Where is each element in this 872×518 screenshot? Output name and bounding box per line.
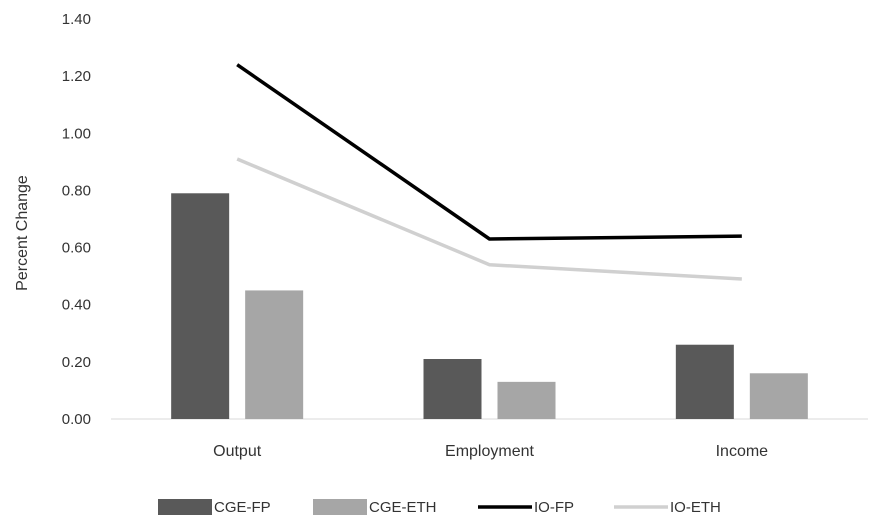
bar-cge-eth-income — [749, 373, 808, 419]
bars — [171, 193, 808, 419]
line-io-fp — [236, 63, 742, 241]
legend: CGE-FP CGE-ETH IO-FP IO-ETH — [158, 499, 721, 516]
y-tick-label: 1.20 — [62, 68, 91, 85]
line-io-eth — [236, 157, 742, 281]
bar-cge-eth-output — [245, 290, 304, 419]
bar-cge-eth-employment — [497, 381, 556, 419]
bar-cge-fp-output — [171, 193, 230, 419]
legend-label-io-fp: IO-FP — [534, 499, 574, 516]
y-tick-label: 0.80 — [62, 182, 91, 199]
y-axis-ticks: 0.00 0.20 0.40 0.60 0.80 1.00 1.20 1.40 — [62, 11, 91, 428]
legend-swatch-cge-eth — [313, 499, 367, 515]
y-tick-label: 0.20 — [62, 354, 91, 371]
y-axis-title: Percent Change — [14, 175, 31, 291]
y-tick-label: 1.40 — [62, 11, 91, 28]
legend-label-cge-fp: CGE-FP — [214, 499, 271, 516]
bar-cge-fp-employment — [423, 359, 482, 419]
bar-cge-fp-income — [675, 344, 734, 419]
legend-label-io-eth: IO-ETH — [670, 499, 721, 516]
y-tick-label: 0.60 — [62, 240, 91, 257]
legend-swatch-cge-fp — [158, 499, 212, 515]
y-tick-label: 0.00 — [62, 411, 91, 428]
category-label-employment: Employment — [445, 443, 534, 460]
category-label-income: Income — [716, 443, 769, 460]
y-tick-label: 0.40 — [62, 297, 91, 314]
category-labels: Output Employment Income — [213, 443, 768, 460]
category-label-output: Output — [213, 443, 262, 460]
y-tick-label: 1.00 — [62, 125, 91, 142]
legend-label-cge-eth: CGE-ETH — [369, 499, 437, 516]
series-lines — [236, 63, 742, 281]
